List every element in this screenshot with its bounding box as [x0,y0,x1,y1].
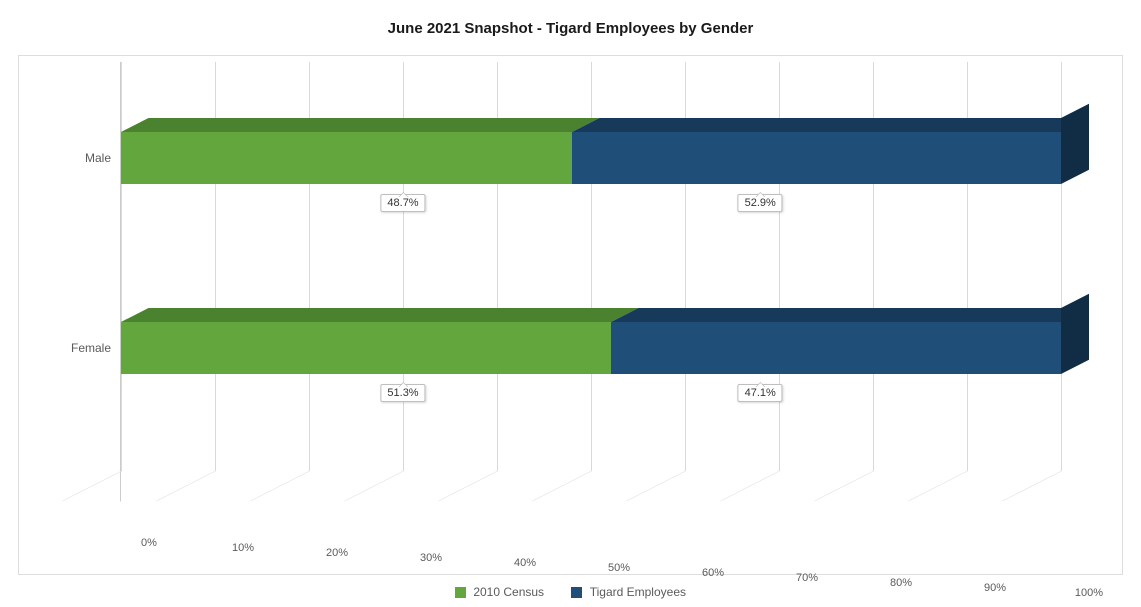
gridline [121,62,122,471]
bar-group-male: Male48.7%52.9% [121,132,1061,184]
legend-item-employees: Tigard Employees [571,584,686,599]
bar-group-female: Female51.3%47.1% [121,322,1061,374]
legend-item-census: 2010 Census [455,584,544,599]
chart-container: June 2021 Snapshot - Tigard Employees by… [0,0,1141,607]
bar-tigard-employees [611,322,1061,374]
y-category-label: Male [46,151,111,165]
chart-title: June 2021 Snapshot - Tigard Employees by… [40,20,1101,37]
x-tick-label: 70% [796,572,818,584]
legend-label-census: 2010 Census [473,585,544,599]
data-label: 52.9% [738,194,783,212]
legend: 2010 Census Tigard Employees [0,584,1141,599]
legend-swatch-employees [571,587,582,598]
x-tick-label: 60% [702,567,724,579]
data-label: 51.3% [380,384,425,402]
legend-label-employees: Tigard Employees [590,585,686,599]
x-tick-label: 30% [420,552,442,564]
x-tick-label: 40% [514,557,536,569]
bar-2010-census [121,132,572,184]
bar-2010-census [121,322,611,374]
x-tick-label: 20% [326,547,348,559]
legend-swatch-census [455,587,466,598]
x-tick-label: 0% [141,537,157,549]
data-label: 47.1% [738,384,783,402]
data-label: 48.7% [380,194,425,212]
plot-region: 0%10%20%30%40%50%60%70%80%90%100%Male48.… [120,62,1091,502]
x-tick-label: 50% [608,562,630,574]
y-category-label: Female [46,341,111,355]
bar-tigard-employees [572,132,1061,184]
x-tick-label: 10% [232,542,254,554]
